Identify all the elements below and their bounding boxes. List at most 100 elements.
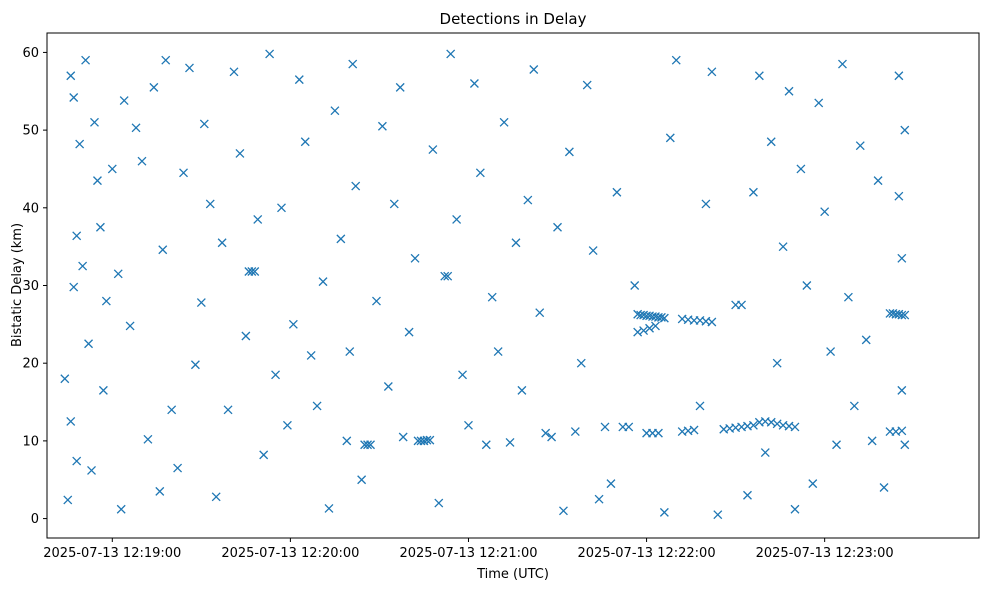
data-point-marker <box>582 80 592 90</box>
data-point-marker <box>330 106 340 116</box>
data-point-marker <box>707 317 717 327</box>
data-point-marker <box>395 82 405 92</box>
data-point-marker <box>428 145 438 154</box>
data-point-marker <box>300 137 310 147</box>
data-point-marker <box>570 427 580 437</box>
data-point-marker <box>790 422 800 432</box>
data-point-marker <box>588 246 598 255</box>
data-point-marker <box>357 475 367 485</box>
data-point-marker <box>366 440 375 450</box>
data-point-marker <box>564 147 574 157</box>
data-point-marker <box>505 437 515 447</box>
data-point-marker <box>443 271 453 281</box>
data-point-marker <box>143 434 153 444</box>
x-tick-label: 2025-07-13 12:19:00 <box>43 546 181 561</box>
data-point-marker <box>259 450 269 460</box>
data-point-marker <box>814 98 824 108</box>
data-point-marker <box>754 71 764 81</box>
data-point-marker <box>72 231 82 241</box>
data-point-marker <box>900 125 910 135</box>
data-point-marker <box>469 79 479 88</box>
data-point-marker <box>576 358 586 368</box>
data-point-marker <box>612 187 622 197</box>
data-point-marker <box>553 222 562 232</box>
data-point-marker <box>737 300 747 310</box>
data-point-marker <box>897 253 907 263</box>
data-point-marker <box>288 319 298 329</box>
data-point-marker <box>217 238 227 248</box>
data-point-marker <box>149 82 159 92</box>
y-axis-ticks: 0 10 20 30 40 50 60 <box>22 46 47 527</box>
data-point-marker <box>446 49 456 59</box>
data-point-marker <box>398 432 408 442</box>
x-tick-label: 2025-07-13 12:20:00 <box>221 546 359 561</box>
data-point-marker <box>855 141 865 151</box>
data-point-marker <box>119 96 129 106</box>
data-point-marker <box>282 420 292 430</box>
data-point-marker <box>695 401 705 411</box>
data-point-marker <box>796 164 806 174</box>
scatter-markers <box>60 49 910 520</box>
data-point-marker <box>196 298 206 308</box>
data-point-marker <box>336 234 346 244</box>
data-point-marker <box>873 176 883 186</box>
data-point-marker <box>87 465 96 475</box>
data-point-marker <box>900 310 910 320</box>
data-point-marker <box>606 479 616 489</box>
data-point-marker <box>63 495 73 505</box>
data-point-marker <box>410 253 420 263</box>
data-point-marker <box>671 55 681 65</box>
data-point-marker <box>511 238 521 248</box>
y-tick-label: 40 <box>22 201 39 216</box>
data-point-marker <box>389 199 399 209</box>
data-point-marker <box>425 435 435 445</box>
data-point-marker <box>294 75 304 85</box>
data-point-marker <box>689 425 699 435</box>
data-point-marker <box>832 440 841 450</box>
data-point-marker <box>766 137 776 147</box>
data-point-marker <box>808 479 818 489</box>
data-point-marker <box>271 370 281 380</box>
data-point-marker <box>897 310 907 320</box>
data-point-marker <box>324 504 334 513</box>
data-point-marker <box>594 494 604 504</box>
data-point-marker <box>523 195 533 205</box>
data-point-marker <box>90 117 99 127</box>
data-point-marker <box>190 360 200 370</box>
y-tick-label: 0 <box>31 512 39 527</box>
y-tick-label: 50 <box>22 124 39 139</box>
data-point-marker <box>66 71 76 81</box>
y-tick-label: 30 <box>22 279 39 294</box>
data-point-marker <box>107 164 117 174</box>
y-tick-label: 10 <box>22 434 39 449</box>
data-point-marker <box>422 435 432 445</box>
data-point-marker <box>838 59 847 69</box>
data-point-marker <box>458 370 468 380</box>
data-point-marker <box>116 504 126 514</box>
data-point-marker <box>158 245 168 255</box>
data-point-marker <box>701 199 711 209</box>
data-point-marker <box>760 448 770 457</box>
data-point-marker <box>265 49 275 59</box>
data-point-marker <box>125 321 135 331</box>
data-point-marker <box>790 504 800 514</box>
data-point-marker <box>659 313 669 323</box>
data-point-marker <box>185 63 194 73</box>
y-tick-label: 20 <box>22 357 39 372</box>
data-point-marker <box>894 71 904 81</box>
x-tick-label: 2025-07-13 12:21:00 <box>399 546 537 561</box>
data-point-marker <box>404 327 414 337</box>
data-point-marker <box>547 432 557 442</box>
data-point-marker <box>113 269 123 279</box>
data-point-marker <box>900 440 910 450</box>
data-point-marker <box>849 401 859 411</box>
data-point-marker <box>541 428 551 438</box>
data-point-marker <box>440 271 450 281</box>
data-point-marker <box>653 428 663 438</box>
data-point-marker <box>345 347 355 356</box>
data-point-marker <box>351 181 361 191</box>
data-point-marker <box>481 440 491 450</box>
data-point-marker <box>372 296 381 306</box>
data-point-marker <box>772 419 782 429</box>
